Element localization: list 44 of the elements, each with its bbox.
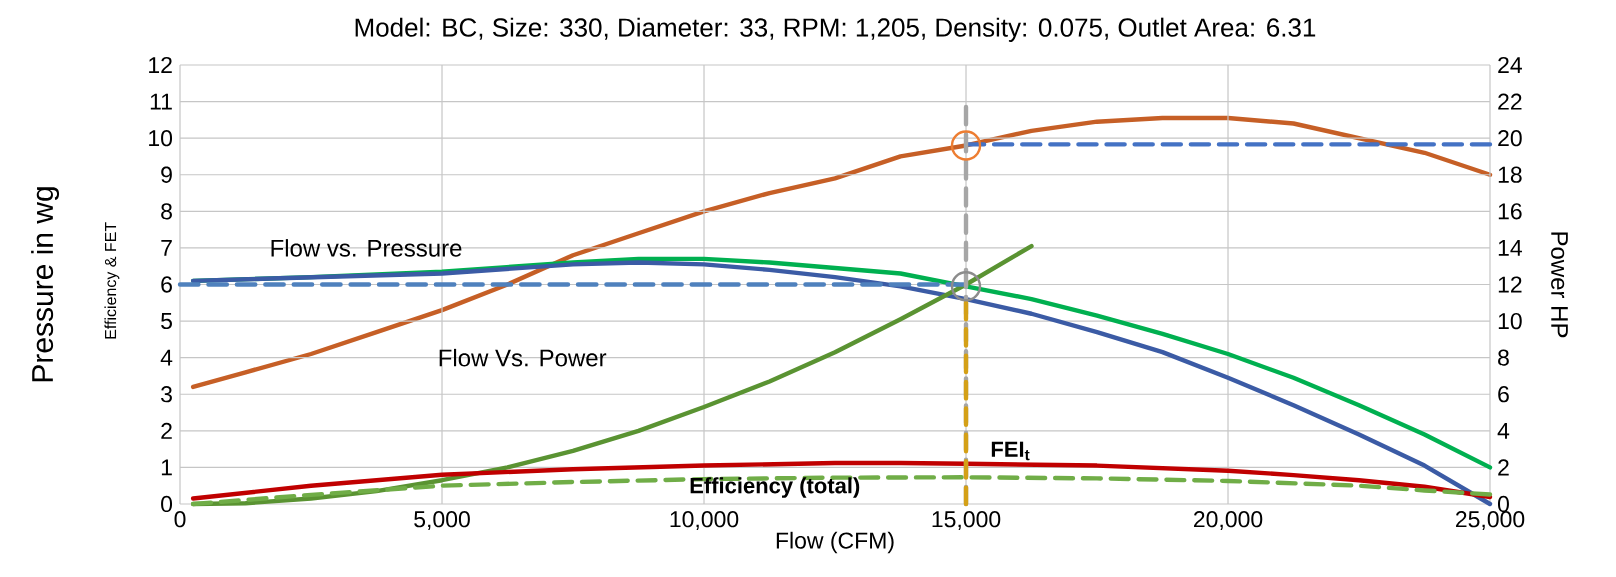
x-tick-label: 20,000 (1193, 511, 1263, 531)
y-tick-label: 6 (161, 276, 172, 293)
y2-tick-label: 4 (1497, 422, 1510, 439)
y2-tick-label: 14 (1498, 240, 1522, 256)
annotation: Flow Vs. Power (439, 348, 607, 367)
y-tick-label: 1 (161, 459, 172, 476)
line-series (190, 460, 1493, 501)
chart-title: Model: BC, Size: 330, Diameter: 33, RPM: 1,205, Density: 0.075, Outlet Area: 6.31 (355, 17, 1316, 42)
x-axis-title: Flow (CFM) (776, 531, 894, 554)
y2-tick-label: 0 (1497, 495, 1509, 513)
y2-tick-label: 2 (1498, 459, 1509, 476)
x-tick-label: 15,000 (932, 511, 1001, 531)
x-tick-label: 0 (174, 511, 186, 528)
y2-tick-label: 24 (1498, 56, 1522, 74)
y-tick-label: 4 (160, 349, 173, 366)
y2-tick-label: 6 (1498, 386, 1509, 403)
y-tick-label: 0 (161, 495, 173, 513)
y-tick-label: 7 (161, 240, 172, 256)
y2-tick-label: 16 (1498, 203, 1522, 220)
y2-tick-label: 10 (1498, 312, 1522, 330)
y2-tick-label: 8 (1498, 349, 1509, 366)
y-tick-label: 3 (161, 386, 172, 403)
y2-axis-title: Power HP (1551, 232, 1568, 338)
x-tick-label: 25,000 (1455, 511, 1525, 531)
y-tick-label: 12 (149, 56, 172, 74)
y2-tick-label: 20 (1498, 130, 1522, 147)
annotation: Flow vs. Pressure (271, 239, 462, 257)
y-tick-label: 8 (161, 203, 172, 220)
annotation: Efficiency (total) (690, 477, 860, 498)
y2-tick-label: 18 (1498, 166, 1522, 183)
y-axis-title: Pressure in wg (31, 187, 60, 382)
y2-tick-label: 12 (1498, 276, 1522, 293)
y-tick-label: 10 (149, 130, 173, 147)
y-tick-label: 2 (161, 422, 172, 439)
text: Efficiency & FET (104, 222, 120, 339)
line-series (190, 475, 1493, 507)
y-tick-label: 5 (161, 313, 172, 330)
y-tick-label: 11 (150, 93, 172, 110)
y-tick-label: 9 (161, 166, 172, 183)
x-tick-label: 5,000 (414, 511, 470, 531)
x-tick-label: 10,000 (670, 511, 739, 531)
y2-tick-label: 22 (1498, 93, 1522, 110)
annotation: FEI$_{t}$ (991, 441, 1030, 461)
line-series (190, 260, 1493, 507)
